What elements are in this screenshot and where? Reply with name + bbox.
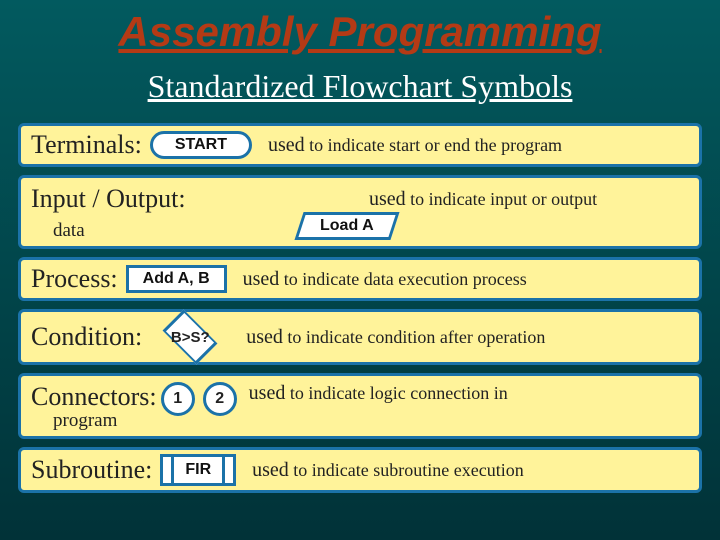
shape-condition-text: B>S? xyxy=(171,329,210,346)
desc-subroutine-rest: to indicate subroutine execution xyxy=(289,460,524,480)
shape-connector-2: 2 xyxy=(203,382,237,416)
label-io: Input / Output: xyxy=(31,184,186,214)
desc-subroutine-lead: used xyxy=(252,459,289,481)
label-terminal: Terminals: xyxy=(31,130,142,160)
page-subtitle: Standardized Flowchart Symbols xyxy=(0,68,720,105)
desc-terminal-rest: to indicate start or end the program xyxy=(305,135,562,155)
label-condition: Condition: xyxy=(31,322,142,352)
desc-connector-rest: to indicate logic connection in xyxy=(285,383,507,403)
label-subroutine: Subroutine: xyxy=(31,455,152,485)
page-title: Assembly Programming xyxy=(0,0,720,56)
desc-condition-lead: used xyxy=(246,326,283,348)
label-process: Process: xyxy=(31,264,118,294)
desc-io-rest: to indicate input or output xyxy=(406,189,597,209)
row-terminal: Terminals: START used to indicate start … xyxy=(18,123,702,167)
row-condition: Condition: B>S? used to indicate conditi… xyxy=(18,309,702,365)
shape-connector-1: 1 xyxy=(161,382,195,416)
shape-terminal: START xyxy=(150,131,252,159)
row-connector: Connectors: 1 2 used to indicate logic c… xyxy=(18,373,702,439)
desc-process-lead: used xyxy=(243,268,280,290)
desc-terminal: used to indicate start or end the progra… xyxy=(268,134,562,157)
sublabel-io: data xyxy=(53,220,85,242)
shape-condition: B>S? xyxy=(152,316,228,358)
desc-process: used to indicate data execution process xyxy=(243,268,527,291)
desc-terminal-lead: used xyxy=(268,134,305,156)
symbol-list: Terminals: START used to indicate start … xyxy=(0,123,720,493)
shape-io: Load A xyxy=(294,212,399,240)
shape-io-text: Load A xyxy=(320,217,374,235)
shape-process: Add A, B xyxy=(126,265,227,293)
desc-connector-lead: used xyxy=(249,382,286,404)
desc-process-rest: to indicate data execution process xyxy=(279,269,526,289)
row-io: Input / Output: used to indicate input o… xyxy=(18,175,702,249)
desc-io: used to indicate input or output xyxy=(369,188,597,211)
shape-subroutine: FIR xyxy=(160,454,236,486)
desc-condition-rest: to indicate condition after operation xyxy=(283,327,545,347)
desc-io-lead: used xyxy=(369,188,406,210)
desc-subroutine: used to indicate subroutine execution xyxy=(252,459,524,482)
desc-connector: used to indicate logic connection in xyxy=(249,382,508,405)
sublabel-connector: program xyxy=(53,410,117,432)
row-subroutine: Subroutine: FIR used to indicate subrout… xyxy=(18,447,702,493)
label-connector: Connectors: xyxy=(31,382,157,412)
row-process: Process: Add A, B used to indicate data … xyxy=(18,257,702,301)
desc-condition: used to indicate condition after operati… xyxy=(246,326,545,349)
